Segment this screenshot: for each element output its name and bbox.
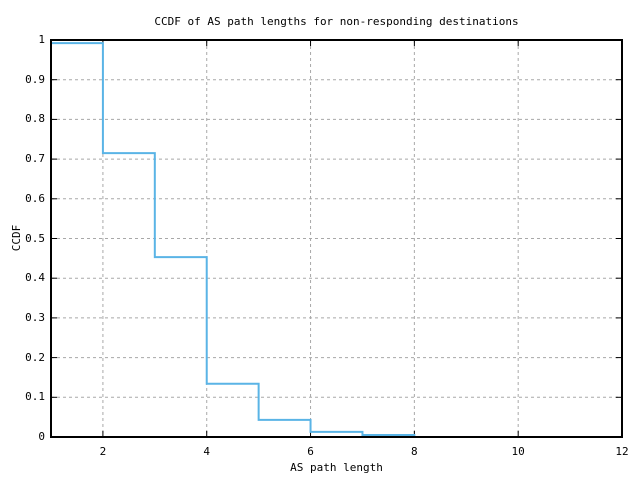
ccdf-step-line xyxy=(51,42,416,437)
x-tick-label: 2 xyxy=(99,445,107,458)
y-tick-label: 0.9 xyxy=(25,72,45,86)
y-tick-label: 0.5 xyxy=(25,231,45,245)
plot-canvas xyxy=(50,39,623,438)
x-tick-label: 6 xyxy=(307,445,314,458)
x-tick-label: 10 xyxy=(511,445,525,458)
plot-area xyxy=(50,39,623,438)
y-tick-label: 0 xyxy=(38,430,45,443)
y-tick-label: 0.2 xyxy=(25,350,45,364)
y-tick-label: 0.7 xyxy=(25,152,45,166)
x-tick-label: 4 xyxy=(203,445,211,458)
x-tick-label: 12 xyxy=(615,445,629,458)
x-axis-label: AS path length xyxy=(290,461,383,474)
y-tick-label: 1 xyxy=(38,33,45,46)
x-tick-label: 8 xyxy=(411,445,418,458)
y-tick-label: 0.1 xyxy=(25,390,45,404)
y-tick-label: 0.4 xyxy=(25,271,45,285)
y-tick-label: 0.3 xyxy=(25,310,45,324)
plot-border xyxy=(50,39,623,438)
chart-title: CCDF of AS path lengths for non-respondi… xyxy=(154,15,519,28)
y-tick-label: 0.6 xyxy=(25,191,45,205)
y-tick-label: 0.8 xyxy=(25,112,45,126)
